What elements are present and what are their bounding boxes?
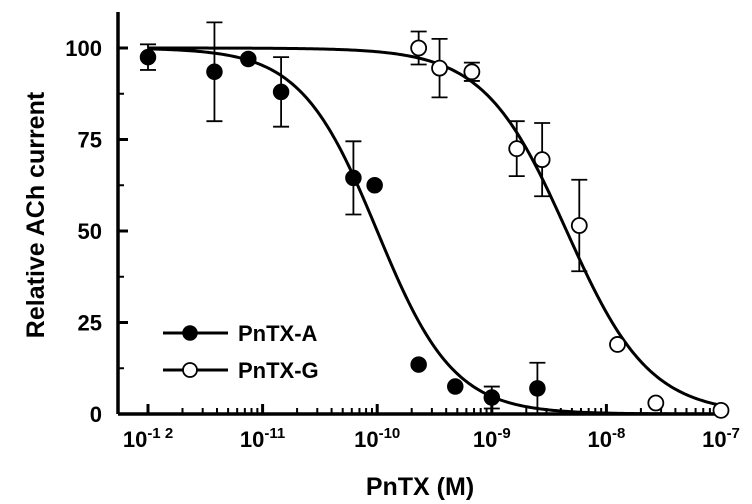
data-point-pntx-a: [206, 63, 223, 81]
x-axis-title: PnTX (M): [366, 473, 474, 501]
legend: PnTX-A PnTX-G: [163, 321, 319, 383]
x-tick-label: 10-10: [354, 425, 400, 452]
y-tick-label: 25: [78, 311, 102, 336]
data-point-pntx-a: [272, 83, 290, 101]
legend-marker-pntx-g: [182, 362, 198, 378]
legend-item-pntx-g: PnTX-G: [163, 358, 319, 383]
y-tick-label: 75: [78, 128, 102, 153]
data-point-pntx-g: [508, 140, 526, 158]
y-axis-ticks: 0 25 50 75 100: [65, 36, 128, 427]
legend-marker-pntx-a: [182, 325, 198, 341]
data-point-pntx-g: [647, 394, 665, 412]
data-point-pntx-a: [345, 169, 362, 187]
data-points: [139, 21, 730, 419]
legend-label-pntx-g: PnTX-G: [238, 358, 319, 383]
data-point-pntx-a: [139, 48, 157, 66]
legend-label-pntx-a: PnTX-A: [238, 321, 318, 346]
x-tick-label: 10-1 2: [123, 425, 173, 452]
data-point-pntx-g: [712, 401, 730, 419]
data-point-pntx-a: [447, 378, 464, 395]
fit-curve-pntx-g: [148, 46, 722, 407]
data-point-pntx-g: [431, 59, 448, 77]
data-point-pntx-g: [463, 63, 481, 81]
data-point-pntx-g: [570, 217, 588, 234]
x-tick-label: 10-9: [473, 425, 511, 452]
fit-curves: [147, 46, 722, 416]
x-tick-label: 10-8: [587, 425, 625, 452]
x-tick-label: 10-11: [240, 425, 285, 452]
y-tick-label: 0: [90, 402, 102, 427]
fit-curve-pntx-a: [147, 47, 721, 416]
y-tick-label: 50: [78, 219, 102, 244]
data-point-pntx-a: [529, 380, 546, 397]
y-axis-title: Relative ACh current: [22, 91, 50, 338]
data-point-pntx-a: [483, 389, 501, 406]
data-point-pntx-a: [366, 177, 383, 194]
x-tick-label: 10-7: [702, 425, 740, 452]
data-point-pntx-g: [533, 151, 551, 169]
data-point-pntx-a: [410, 356, 427, 373]
x-axis-ticks: 10-1 2 10-11 10-10 10-9 10-8 10-7: [123, 404, 740, 452]
y-tick-label: 100: [65, 36, 102, 61]
data-point-pntx-g: [410, 39, 428, 57]
data-point-pntx-g: [609, 336, 626, 353]
legend-item-pntx-a: PnTX-A: [163, 321, 318, 346]
data-point-pntx-a: [240, 50, 257, 68]
